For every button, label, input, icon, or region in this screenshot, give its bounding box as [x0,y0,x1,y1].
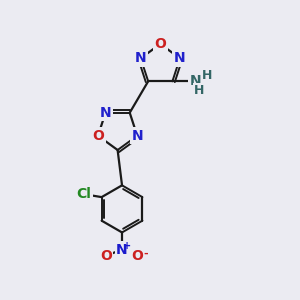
Text: O: O [154,37,166,51]
Text: N: N [135,51,146,65]
Text: +: + [123,241,131,251]
Text: N: N [190,74,202,88]
Text: O: O [92,129,104,143]
Text: O: O [131,249,143,263]
Text: H: H [194,84,204,97]
Text: N: N [174,51,186,65]
Text: H: H [202,69,212,82]
Text: N: N [116,242,128,256]
Text: O: O [100,249,112,263]
Text: Cl: Cl [76,187,92,201]
Text: N: N [131,129,143,143]
Text: N: N [100,106,111,120]
Text: -: - [144,249,148,259]
